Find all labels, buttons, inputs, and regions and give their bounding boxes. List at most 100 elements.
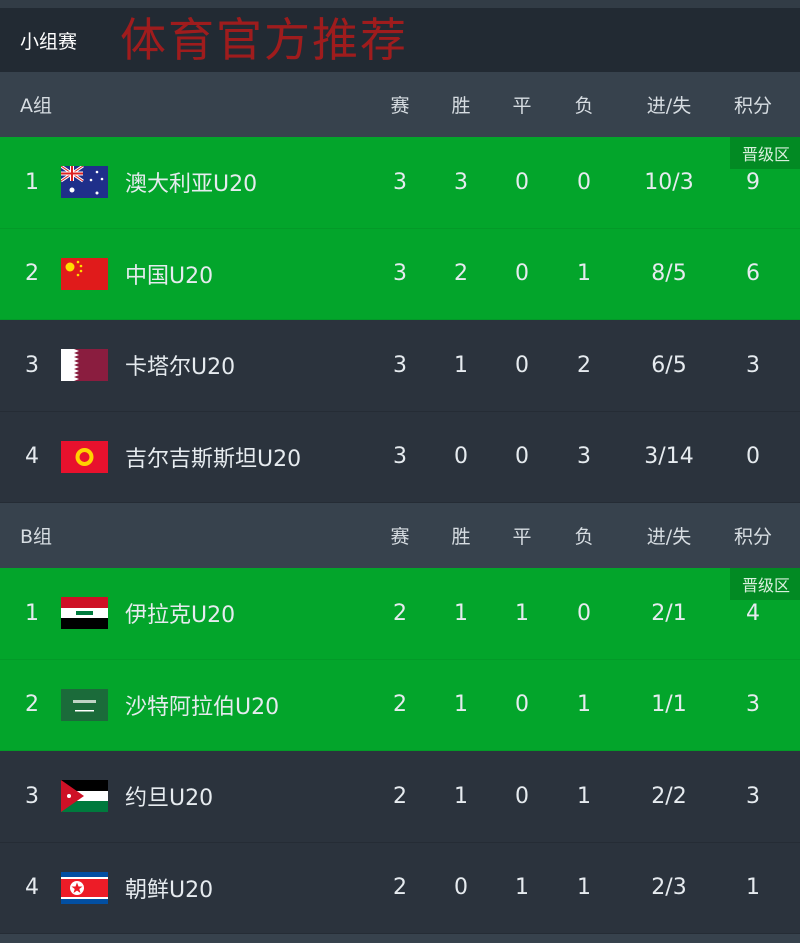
group-header: A组 赛 胜 平 负 进/失 积分 (0, 72, 800, 137)
stat-drawn: 0 (515, 692, 529, 718)
team-row[interactable]: 2 中国U20 3 2 0 1 8/5 6 (0, 228, 800, 320)
stat-won: 2 (454, 261, 468, 287)
team-rank: 1 (25, 169, 39, 195)
team-rank: 3 (25, 783, 39, 809)
team-rank: 3 (25, 352, 39, 378)
stat-won: 3 (454, 169, 468, 195)
jordan-flag-icon (61, 780, 108, 813)
team-row[interactable]: 2 沙特阿拉伯U20 2 1 0 1 1/1 3 (0, 659, 800, 751)
stat-gf_ga: 2/2 (651, 783, 687, 809)
column-header: 赛 (390, 95, 410, 117)
china-flag-icon (61, 257, 108, 290)
north-korea-flag-icon (61, 871, 108, 904)
stat-drawn: 1 (515, 875, 529, 901)
team-name[interactable]: 中国U20 (125, 263, 214, 289)
stat-played: 2 (393, 875, 407, 901)
stat-played: 2 (393, 692, 407, 718)
stage-title: 小组赛 (20, 30, 78, 53)
qatar-flag-icon (61, 349, 108, 382)
stat-lost: 1 (577, 875, 591, 901)
stat-played: 3 (393, 261, 407, 287)
stat-won: 0 (454, 875, 468, 901)
team-row[interactable]: 4 吉尔吉斯斯坦U20 3 0 0 3 3/14 0 (0, 411, 800, 503)
team-rank: 1 (25, 600, 39, 626)
team-name[interactable]: 伊拉克U20 (125, 603, 236, 629)
australia-flag-icon (61, 166, 108, 199)
stat-gf_ga: 3/14 (644, 444, 694, 470)
stat-lost: 3 (577, 444, 591, 470)
stat-won: 1 (454, 352, 468, 378)
stat-points: 3 (746, 783, 760, 809)
column-header: 负 (574, 526, 594, 548)
group-header: B组 赛 胜 平 负 进/失 积分 (0, 503, 800, 568)
team-rank: 2 (25, 261, 39, 287)
team-row[interactable]: 1 澳大利亚U20 3 3 0 0 10/3 9 晋级区 (0, 137, 800, 229)
stat-points: 3 (746, 352, 760, 378)
qualify-zone-badge: 晋级区 (729, 568, 800, 600)
stat-played: 2 (393, 783, 407, 809)
standings: A组赛胜平负进/失 积分 1 澳大利亚U20 3 3 0 0 10/3 9 晋级区 2 中国U20 3 2 0… (0, 72, 800, 934)
stat-points: 4 (746, 600, 760, 626)
stat-gf_ga: 10/3 (644, 169, 694, 195)
stat-drawn: 0 (515, 783, 529, 809)
stat-won: 1 (454, 600, 468, 626)
stat-points: 1 (746, 875, 760, 901)
stat-gf_ga: 8/5 (651, 261, 687, 287)
stat-won: 0 (454, 444, 468, 470)
stat-played: 3 (393, 169, 407, 195)
stat-played: 3 (393, 352, 407, 378)
stat-lost: 2 (577, 352, 591, 378)
column-header: 赛 (390, 526, 410, 548)
stat-drawn: 0 (515, 352, 529, 378)
stat-lost: 1 (577, 783, 591, 809)
team-rank: 4 (25, 875, 39, 901)
stat-gf_ga: 6/5 (651, 352, 687, 378)
column-header: 胜 (451, 526, 471, 548)
column-header: 平 (512, 526, 532, 548)
stat-lost: 1 (577, 261, 591, 287)
team-rank: 4 (25, 444, 39, 470)
kyrgyzstan-flag-icon (61, 440, 108, 473)
stat-lost: 0 (577, 600, 591, 626)
team-row[interactable]: 1 伊拉克U20 2 1 1 0 2/1 4 晋级区 (0, 568, 800, 660)
stat-points: 6 (746, 261, 760, 287)
stat-gf_ga: 2/1 (651, 600, 687, 626)
stat-won: 1 (454, 692, 468, 718)
stat-gf_ga: 2/3 (651, 875, 687, 901)
team-name[interactable]: 澳大利亚U20 (125, 172, 258, 198)
team-row[interactable]: 4 朝鲜U20 2 0 1 1 2/3 1 (0, 842, 800, 934)
stat-drawn: 1 (515, 600, 529, 626)
column-header: 负 (574, 95, 594, 117)
column-header: 胜 (451, 95, 471, 117)
team-name[interactable]: 沙特阿拉伯U20 (125, 694, 280, 720)
team-row[interactable]: 3 约旦U20 2 1 0 1 2/2 3 (0, 751, 800, 843)
bottom-strip (0, 934, 800, 943)
column-header: 进/失 (646, 95, 692, 117)
team-name[interactable]: 吉尔吉斯斯坦U20 (125, 446, 302, 472)
team-name[interactable]: 朝鲜U20 (125, 877, 214, 903)
column-header: 积分 (733, 95, 772, 117)
stat-won: 1 (454, 783, 468, 809)
stat-drawn: 0 (515, 444, 529, 470)
stat-points: 0 (746, 444, 760, 470)
team-name[interactable]: 卡塔尔U20 (125, 355, 236, 381)
stat-played: 2 (393, 600, 407, 626)
team-rank: 2 (25, 692, 39, 718)
team-name[interactable]: 约旦U20 (125, 786, 214, 812)
stat-lost: 0 (577, 169, 591, 195)
stat-lost: 1 (577, 692, 591, 718)
stat-points: 3 (746, 692, 760, 718)
qualify-zone-badge: 晋级区 (729, 137, 800, 169)
stat-drawn: 0 (515, 261, 529, 287)
group-name: A组 (20, 95, 52, 117)
team-row[interactable]: 3 卡塔尔U20 3 1 0 2 6/5 3 (0, 320, 800, 412)
stat-gf_ga: 1/1 (651, 692, 687, 718)
stat-played: 3 (393, 444, 407, 470)
top-strip (0, 0, 800, 8)
column-header: 积分 (733, 526, 772, 548)
stage-header: 小组赛 体育官方推荐 (0, 8, 800, 72)
group-name: B组 (20, 526, 53, 548)
column-header: 进/失 (646, 526, 692, 548)
saudi-arabia-flag-icon (61, 688, 108, 721)
stat-points: 9 (746, 169, 760, 195)
